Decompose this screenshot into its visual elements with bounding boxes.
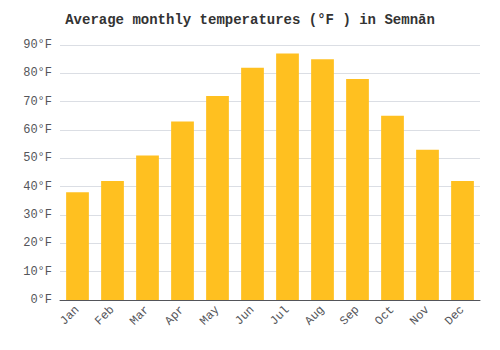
svg-text:60°F: 60°F: [23, 123, 52, 137]
svg-text:Jun: Jun: [232, 303, 257, 328]
svg-text:Sep: Sep: [337, 303, 362, 328]
svg-text:20°F: 20°F: [23, 236, 52, 250]
svg-text:Mar: Mar: [127, 303, 152, 328]
svg-text:May: May: [197, 303, 222, 328]
svg-text:0°F: 0°F: [30, 293, 52, 307]
svg-text:Jul: Jul: [267, 303, 292, 328]
svg-text:70°F: 70°F: [23, 95, 52, 109]
svg-text:Jan: Jan: [57, 303, 82, 328]
svg-text:50°F: 50°F: [23, 151, 52, 165]
svg-text:40°F: 40°F: [23, 180, 52, 194]
svg-text:Dec: Dec: [442, 303, 467, 328]
svg-text:90°F: 90°F: [23, 38, 52, 52]
svg-text:Average monthly temperatures (: Average monthly temperatures (°F ) in Se…: [65, 12, 435, 28]
svg-text:Apr: Apr: [162, 303, 187, 328]
svg-text:10°F: 10°F: [23, 265, 52, 279]
svg-text:Aug: Aug: [302, 303, 327, 328]
svg-text:Feb: Feb: [92, 303, 117, 328]
svg-text:Oct: Oct: [372, 303, 397, 328]
svg-text:80°F: 80°F: [23, 66, 52, 80]
svg-text:30°F: 30°F: [23, 208, 52, 222]
svg-text:Nov: Nov: [407, 303, 432, 328]
